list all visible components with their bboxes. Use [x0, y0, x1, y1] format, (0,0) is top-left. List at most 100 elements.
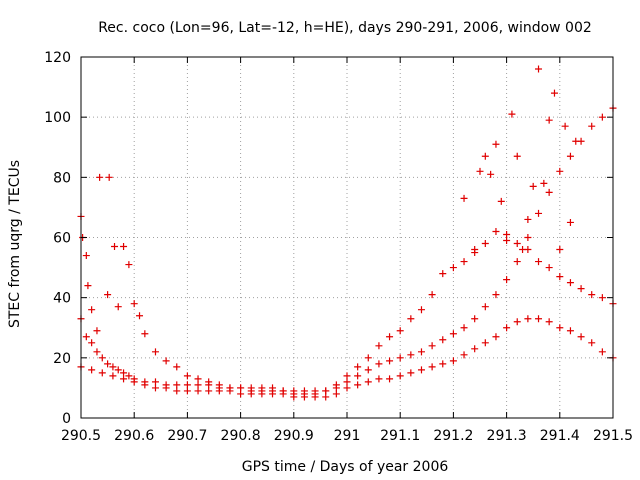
data-point [205, 387, 213, 395]
data-point [258, 384, 266, 392]
x-tick-label: 291.1 [380, 428, 420, 444]
data-point [136, 312, 144, 320]
data-point [386, 333, 394, 341]
y-tick-label: 120 [44, 50, 71, 66]
data-point [311, 393, 319, 401]
data-point [577, 333, 585, 341]
data-point [82, 252, 90, 260]
data-point [151, 378, 159, 386]
data-point [588, 339, 596, 347]
data-point [386, 375, 394, 383]
data-point [535, 315, 543, 323]
data-point [535, 258, 543, 266]
x-tick-label: 290.9 [274, 428, 314, 444]
data-point [545, 318, 553, 326]
data-point [449, 264, 457, 272]
data-point [513, 240, 521, 248]
data-point [449, 357, 457, 365]
data-point [364, 378, 372, 386]
data-point [513, 318, 521, 326]
data-point [407, 351, 415, 359]
data-point [151, 384, 159, 392]
data-point [88, 366, 96, 374]
data-point [396, 327, 404, 335]
data-point [492, 140, 500, 148]
data-point [104, 360, 112, 368]
x-tick-label: 291.3 [487, 428, 527, 444]
data-point [566, 218, 574, 226]
data-point [114, 303, 122, 311]
y-tick-label: 100 [44, 110, 71, 126]
data-point [503, 230, 511, 238]
data-point [130, 300, 138, 308]
data-point [194, 381, 202, 389]
data-point [375, 360, 383, 368]
data-point [492, 227, 500, 235]
y-axis-label: STEC from uqrg / TECUs [7, 160, 23, 328]
data-point [120, 369, 128, 377]
data-point [598, 113, 606, 121]
data-point [524, 234, 532, 241]
data-point [343, 378, 351, 386]
data-point [332, 384, 340, 392]
data-point [417, 306, 425, 314]
data-point [428, 342, 436, 350]
data-point [439, 360, 447, 368]
data-point [386, 357, 394, 365]
data-point [332, 390, 340, 398]
data-point [471, 246, 479, 254]
data-point [311, 387, 319, 395]
x-tick-label: 291.5 [593, 428, 633, 444]
data-point [98, 369, 106, 377]
data-point [130, 378, 138, 386]
data-point [492, 291, 500, 299]
data-point [290, 393, 298, 401]
data-point [290, 387, 298, 395]
data-point [109, 363, 117, 371]
data-point [471, 315, 479, 323]
x-tick-label: 290.7 [167, 428, 207, 444]
data-point [566, 152, 574, 160]
data-point [460, 351, 468, 359]
data-point [173, 381, 181, 389]
y-tick-label: 40 [53, 291, 71, 307]
data-point [497, 197, 505, 205]
x-tick-label: 290.8 [221, 428, 261, 444]
data-point [93, 327, 101, 335]
data-point [151, 348, 159, 356]
data-point [535, 65, 543, 73]
y-tick-label: 20 [53, 351, 71, 367]
data-point [247, 390, 255, 398]
data-point [84, 282, 92, 290]
data-point [417, 366, 425, 374]
data-point [322, 393, 330, 401]
data-point [566, 279, 574, 287]
data-point [471, 345, 479, 353]
data-point [487, 170, 495, 178]
data-point [460, 258, 468, 266]
data-point [449, 330, 457, 338]
data-point [417, 348, 425, 356]
data-point [162, 384, 170, 392]
data-point [93, 348, 101, 356]
data-point [545, 188, 553, 196]
plot-frame [80, 56, 614, 419]
data-point [173, 363, 181, 371]
data-point [439, 270, 447, 278]
data-point [428, 291, 436, 299]
data-point [111, 243, 119, 251]
data-point [226, 387, 234, 395]
data-point [524, 315, 532, 323]
data-point [460, 194, 468, 202]
data-point [481, 240, 489, 248]
data-point [396, 372, 404, 380]
data-point [396, 354, 404, 362]
data-point [354, 381, 362, 389]
data-point [545, 264, 553, 272]
data-point [439, 336, 447, 344]
data-point [529, 182, 537, 190]
data-point [237, 390, 245, 398]
data-point [577, 285, 585, 293]
data-point [364, 366, 372, 374]
data-point [550, 89, 558, 97]
